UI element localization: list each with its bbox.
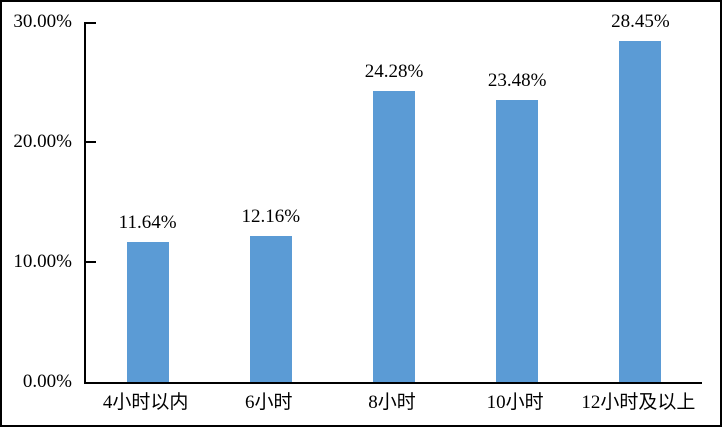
bar-1 xyxy=(126,242,169,382)
x-category-label: 12小时及以上 xyxy=(581,392,696,413)
y-axis-tick-label: 10.00% xyxy=(13,251,72,272)
x-category-label: 4小时以内 xyxy=(102,392,189,413)
bar-value-label: 11.64% xyxy=(118,212,177,234)
y-axis-tick-label: 30.00% xyxy=(13,11,72,32)
y-axis-tick-label: 20.00% xyxy=(13,131,72,152)
x-category-label: 6小时 xyxy=(245,392,293,413)
bar-value-label: 23.48% xyxy=(487,70,547,92)
x-category-label: 10小时 xyxy=(486,392,544,413)
y-axis-tick-mark xyxy=(86,261,96,263)
bar-5 xyxy=(619,40,662,382)
bar-value-label: 12.16% xyxy=(241,206,301,228)
bar-3 xyxy=(373,90,415,382)
y-axis-tick-mark xyxy=(86,22,96,24)
y-axis-tick-mark xyxy=(86,141,96,143)
bar-value-label: 24.28% xyxy=(364,60,424,82)
bar-4 xyxy=(496,100,539,382)
y-axis-tick-label: 0.00% xyxy=(22,371,72,392)
bar-2 xyxy=(249,236,292,382)
x-category-label: 8小时 xyxy=(368,392,416,413)
bar-value-label: 28.45% xyxy=(611,10,670,32)
plot-area: 11.64% 12.16% 24.28% 23.48% 28.45% xyxy=(84,11,702,384)
